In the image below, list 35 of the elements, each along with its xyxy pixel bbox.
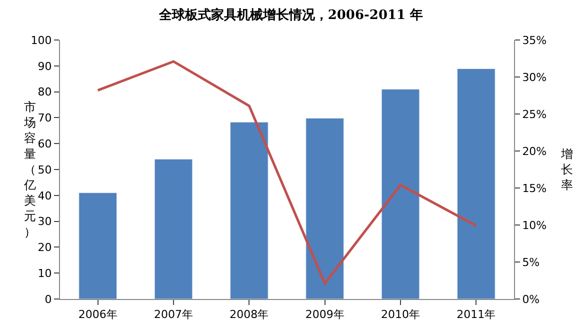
y-tick-label: 20 [38, 241, 52, 254]
y2-tick-label: 5% [522, 256, 540, 269]
y-tick-label: 70 [38, 112, 52, 125]
y-tick-label: 10 [38, 266, 52, 280]
bar [230, 122, 268, 299]
y-tick-label: 30 [38, 215, 52, 228]
y-tick-label: 50 [38, 163, 52, 176]
bar [381, 88, 420, 299]
chart-title: 全球板式家具机械增长情况，2006-2011 年 [158, 7, 424, 24]
y-tick-label: 90 [38, 60, 52, 73]
y-tick-label: 60 [38, 137, 52, 150]
y2-tick-label: 15% [522, 182, 547, 195]
bar [78, 192, 117, 299]
bar [154, 158, 193, 299]
y-tick-label: 80 [38, 86, 52, 99]
bar [457, 68, 496, 299]
x-tick-label: 2007年 [154, 308, 193, 322]
x-tick-label: 2008年 [230, 308, 269, 322]
y2-tick-label: 35% [522, 34, 547, 47]
bar [306, 118, 344, 299]
line-series [96, 60, 478, 285]
y2-tick-label: 10% [522, 218, 547, 232]
y-tick-label: 0 [44, 292, 52, 306]
y-tick-label: 100 [30, 34, 52, 47]
x-tick-label: 2011年 [456, 308, 496, 322]
text: 市场容量（亿美元） [24, 100, 36, 239]
x-tick-label: 2009年 [305, 308, 344, 322]
x-tick-label: 2010年 [381, 308, 420, 322]
y2-tick-label: 30% [522, 70, 547, 84]
y2-tick-label: 25% [522, 108, 547, 121]
y2-tick-label: 0% [522, 292, 540, 306]
y-tick-label: 40 [38, 189, 52, 202]
y2-tick-label: 20% [522, 144, 547, 158]
x-tick-label: 2006年 [78, 308, 118, 322]
y2-axis-title: 增长率 [560, 147, 573, 192]
